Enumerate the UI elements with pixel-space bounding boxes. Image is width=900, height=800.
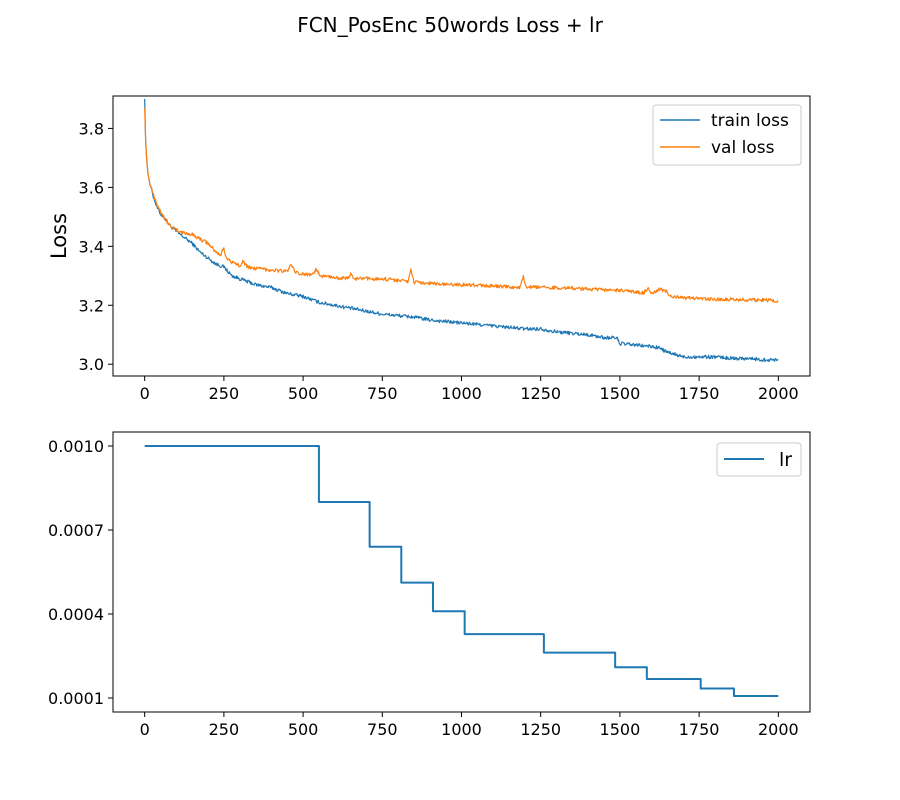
legend-lr-label: lr — [779, 449, 792, 471]
lr-x-tick-label: 250 — [209, 720, 240, 739]
lr-y-tick-label: 0.0001 — [48, 689, 104, 708]
loss-chart: 0 250 500 750 1000 1250 1500 1750 2000 3.0 3.2 3.4… — [47, 95, 811, 403]
loss-legend: train loss val loss — [652, 104, 802, 166]
loss-y-tick-label: 3.8 — [79, 119, 104, 138]
loss-x-tick-label: 0 — [140, 384, 150, 403]
loss-x-tick-label: 2000 — [758, 384, 799, 403]
loss-series-val-loss — [144, 107, 779, 304]
loss-x-tick-label: 1000 — [441, 384, 482, 403]
loss-x-tick-label: 250 — [209, 384, 240, 403]
legend-val-loss-label: val loss — [711, 138, 775, 158]
loss-x-tick-label: 750 — [367, 384, 398, 403]
lr-y-tick-label: 0.0004 — [48, 605, 104, 624]
loss-x-tick-label: 1250 — [520, 384, 561, 403]
loss-series-train-loss — [144, 98, 779, 363]
lr-legend: lr — [716, 442, 802, 477]
loss-x-tick-label: 500 — [288, 384, 319, 403]
lr-x-tick-label: 750 — [367, 720, 398, 739]
lr-y-tick-label: 0.0010 — [48, 437, 104, 456]
loss-x-tick-label: 1500 — [600, 384, 641, 403]
lr-x-tick-label: 1000 — [441, 720, 482, 739]
lr-x-tick-label: 0 — [140, 720, 150, 739]
loss-x-tick-label: 1750 — [679, 384, 720, 403]
lr-chart: 0 250 500 750 1000 1250 1500 1750 2000 0.0001 0.0… — [48, 431, 811, 739]
lr-x-tick-label: 1750 — [679, 720, 720, 739]
lr-x-tick-label: 2000 — [758, 720, 799, 739]
lr-y-tick-label: 0.0007 — [48, 521, 104, 540]
lr-series-lr — [144, 445, 779, 698]
lr-x-tick-label: 500 — [288, 720, 319, 739]
loss-y-tick-label: 3.4 — [79, 237, 104, 256]
lr-x-tick-label: 1500 — [600, 720, 641, 739]
lr-plot-frame — [112, 431, 811, 713]
loss-y-tick-label: 3.6 — [79, 178, 104, 197]
loss-y-tick-label: 3.0 — [79, 355, 104, 374]
loss-y-tick-label: 3.2 — [79, 296, 104, 315]
figure-title: FCN_PosEnc 50words Loss + lr — [297, 13, 603, 37]
lr-x-tick-label: 1250 — [520, 720, 561, 739]
legend-train-loss-label: train loss — [711, 111, 789, 131]
loss-y-axis-label: Loss — [47, 213, 71, 259]
